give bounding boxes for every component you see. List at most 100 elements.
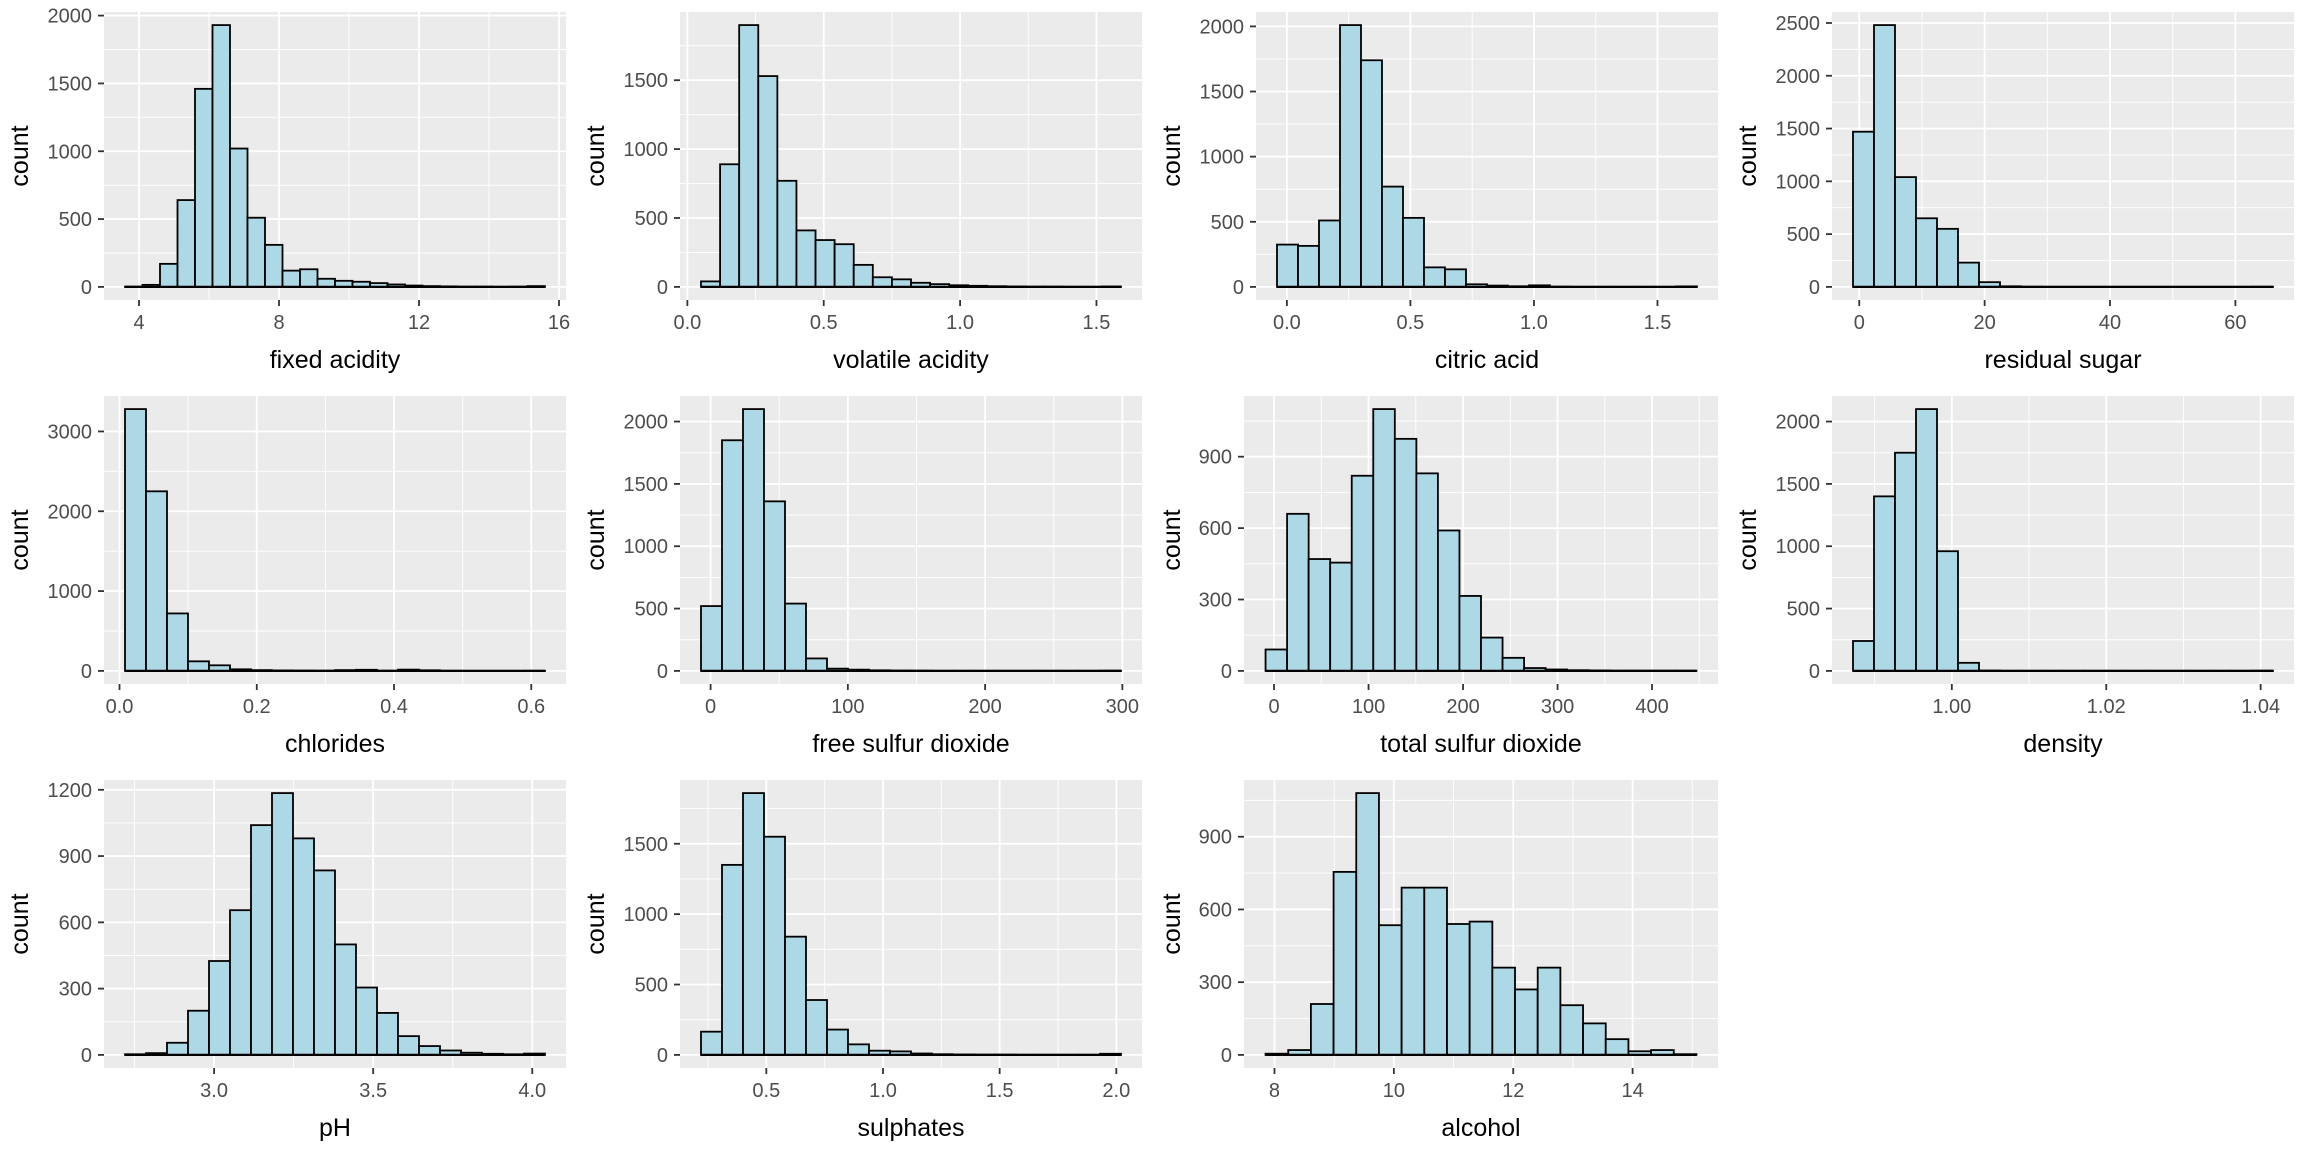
y-tick-label: 900 [1199, 447, 1232, 469]
y-tick-labels: 0 500 1000 1500 2000 [48, 6, 93, 299]
y-tick-label: 1500 [624, 70, 669, 92]
bar [166, 1041, 189, 1056]
y-tick-label: 2000 [48, 501, 93, 523]
bar [1264, 648, 1289, 672]
bar [418, 1045, 441, 1056]
bar [776, 179, 798, 288]
x-axis-title: alcohol [1441, 1114, 1520, 1142]
bar [1444, 268, 1467, 288]
panel-ph: 3.0 3.5 4.0 0 300 600 900 1200 pH count [0, 768, 576, 1152]
bar [742, 408, 765, 672]
y-tick-label: 900 [59, 846, 92, 868]
histogram-svg-free-sulfur-dioxide: 0 100 200 300 0 500 1000 1500 2000 free sulfur di… [582, 396, 1142, 758]
y-tick-label: 1000 [1776, 171, 1821, 193]
x-tick-label: 300 [1541, 696, 1574, 718]
y-tick-label: 1500 [624, 834, 669, 856]
x-tick-labels: 0 20 40 60 [1854, 312, 2247, 334]
x-tick-labels: 3.0 3.5 4.0 [200, 1080, 546, 1102]
histogram-svg-sulphates: 0.5 1.0 1.5 2.0 0 500 1000 1500 sulphates count [582, 780, 1142, 1142]
bar [891, 278, 912, 288]
y-tick-labels: 0 500 1000 1500 [624, 834, 669, 1067]
bar [355, 986, 378, 1056]
x-tick-label: 100 [831, 696, 864, 718]
x-tick-label: 8 [1269, 1080, 1280, 1102]
y-tick-label: 1500 [1776, 474, 1821, 496]
bar [826, 1028, 849, 1056]
y-tick-label: 0 [1809, 661, 1820, 683]
x-tick-label: 0.5 [810, 312, 838, 334]
x-tick-label: 1.0 [1520, 312, 1548, 334]
y-tick-label: 0 [1221, 661, 1232, 683]
y-tick-label: 1000 [48, 141, 93, 163]
bar [264, 243, 284, 288]
bar [1329, 561, 1353, 672]
x-tick-label: 0.4 [380, 696, 408, 718]
y-tick-label: 1000 [624, 139, 669, 161]
y-tick-label: 1500 [1776, 119, 1821, 141]
bar [1957, 661, 1980, 672]
bar [1936, 227, 1959, 288]
axis-tick-marks [1250, 25, 1659, 306]
y-tick-label: 0 [657, 277, 668, 299]
y-axis-title: count [582, 893, 610, 954]
bar [742, 792, 765, 1056]
x-axis-title: pH [319, 1114, 351, 1142]
bar [246, 216, 266, 288]
bar [721, 863, 744, 1056]
y-tick-label: 1200 [48, 780, 93, 802]
bar [763, 500, 786, 672]
bar [1318, 219, 1341, 288]
y-tick-label: 1500 [1200, 82, 1245, 104]
bar [700, 605, 723, 672]
bar [1458, 595, 1482, 672]
panel-free-sulfur-dioxide: 0 100 200 300 0 500 1000 1500 2000 free sulfur di… [576, 384, 1152, 768]
bar [833, 243, 855, 288]
bar [1297, 244, 1320, 288]
bar [763, 835, 786, 1056]
y-tick-labels: 0 300 600 900 [1199, 827, 1232, 1067]
bar [1415, 472, 1439, 672]
bar [1501, 656, 1525, 672]
x-tick-label: 4.0 [518, 1080, 546, 1102]
panel-density: 1.00 1.02 1.04 0 500 1000 1500 2000 density count [1728, 384, 2304, 768]
bar [194, 87, 214, 288]
y-tick-label: 600 [1199, 899, 1232, 921]
x-tick-labels: 0.0 0.5 1.0 1.5 [1273, 312, 1671, 334]
x-axis-title: volatile acidity [833, 346, 989, 374]
bar [719, 163, 741, 288]
y-tick-label: 0 [1233, 277, 1244, 299]
histogram-svg-fixed-acidity: 4 8 12 16 0 500 1000 1500 2000 fixed acidity count [6, 6, 570, 374]
x-tick-label: 3.0 [200, 1080, 228, 1102]
histogram-bars [1276, 24, 1698, 288]
panel-sulphates: 0.5 1.0 1.5 2.0 0 500 1000 1500 sulphates count [576, 768, 1152, 1152]
y-tick-label: 500 [635, 599, 668, 621]
y-tick-labels: 0 1000 2000 3000 [48, 421, 93, 682]
bar [187, 660, 210, 672]
y-tick-label: 500 [1787, 224, 1820, 246]
y-axis-title: count [6, 893, 34, 954]
axis-tick-marks [1238, 835, 1634, 1074]
axis-tick-marks [674, 842, 1118, 1074]
bar [1400, 886, 1426, 1056]
histogram-bars [124, 24, 546, 288]
bar [795, 229, 817, 288]
y-axis-title: count [1734, 509, 1762, 570]
histogram-svg-alcohol: 8 10 12 14 0 300 600 900 alcohol count [1158, 780, 1718, 1142]
x-tick-label: 1.00 [1932, 696, 1971, 718]
y-tick-label: 0 [657, 661, 668, 683]
bar [1339, 24, 1362, 288]
histogram-svg-volatile-acidity: 0.0 0.5 1.0 1.5 0 500 1000 1500 volatile acidity… [582, 12, 1142, 374]
x-tick-label: 0 [705, 696, 716, 718]
bar [1957, 261, 1980, 288]
x-tick-label: 12 [408, 312, 430, 334]
y-tick-label: 2000 [1200, 16, 1245, 38]
x-tick-label: 0.0 [106, 696, 134, 718]
bar [1286, 512, 1310, 672]
bar [1514, 988, 1539, 1056]
bar [814, 239, 836, 288]
bar [1423, 886, 1448, 1056]
y-tick-label: 300 [1199, 972, 1232, 994]
x-tick-label: 2.0 [1102, 1080, 1130, 1102]
bar [316, 277, 336, 288]
